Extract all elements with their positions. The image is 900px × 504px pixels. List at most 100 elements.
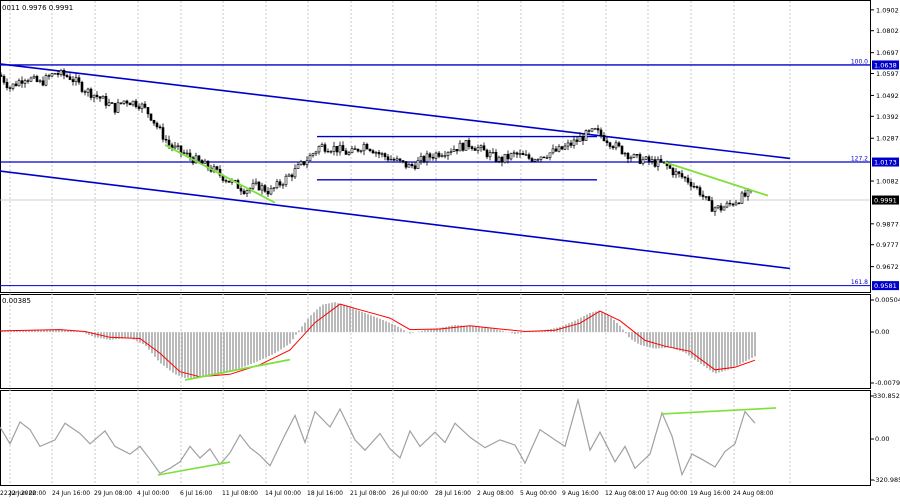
candle-body bbox=[461, 142, 465, 151]
candle-body bbox=[65, 75, 69, 77]
channel-upper-line[interactable] bbox=[0, 63, 791, 160]
candle-body bbox=[470, 146, 474, 149]
candle-body bbox=[581, 136, 585, 141]
candle-body bbox=[272, 187, 276, 189]
candle-body bbox=[314, 151, 318, 154]
candle-body bbox=[182, 152, 186, 154]
candle-body bbox=[347, 152, 351, 155]
candle-body bbox=[263, 185, 267, 192]
main-divergence-lines[interactable] bbox=[164, 144, 769, 204]
macd-tick-min: -0.00797 bbox=[875, 379, 900, 387]
price-tick-7: 1.0082 bbox=[876, 178, 899, 186]
candle-body bbox=[683, 176, 687, 179]
candle-body bbox=[77, 77, 81, 83]
candle-body bbox=[149, 113, 153, 121]
candle-body bbox=[203, 160, 207, 164]
candle-body bbox=[92, 94, 96, 98]
candle-body bbox=[641, 159, 645, 164]
candle-body bbox=[494, 151, 498, 162]
cci-tick-min: -320.985 bbox=[873, 476, 900, 484]
macd-divergence-line[interactable] bbox=[184, 358, 291, 381]
time-label-11: 28 Jul 16:00 bbox=[435, 490, 471, 497]
level-tag-bg-1 bbox=[872, 157, 899, 167]
candle-body bbox=[611, 146, 615, 149]
candle-body bbox=[617, 142, 621, 147]
candle-body bbox=[365, 143, 369, 150]
candle-body bbox=[551, 148, 555, 154]
macd-divergence-line-0[interactable] bbox=[184, 358, 291, 381]
candle-body bbox=[614, 142, 618, 149]
candle-body bbox=[128, 102, 132, 106]
descending-channel[interactable] bbox=[0, 63, 791, 270]
candle-body bbox=[359, 150, 363, 152]
candle-body bbox=[26, 80, 30, 82]
candle-body bbox=[503, 153, 507, 163]
candle-body bbox=[158, 126, 162, 129]
range-box[interactable] bbox=[317, 135, 597, 181]
price-divergence-line-1[interactable] bbox=[664, 161, 769, 197]
candle-body bbox=[707, 196, 711, 201]
candle-body bbox=[425, 153, 429, 162]
candle-body bbox=[338, 145, 342, 153]
candle-body bbox=[434, 152, 438, 159]
candle-body bbox=[377, 152, 381, 155]
time-label-4: 4 Jul 00:00 bbox=[137, 490, 169, 497]
candle-body bbox=[647, 156, 651, 162]
candle-body bbox=[35, 75, 39, 82]
current-price-tag-bg bbox=[872, 195, 899, 205]
candle-body bbox=[101, 96, 105, 99]
candle-body bbox=[737, 202, 741, 205]
candle-body bbox=[386, 156, 390, 161]
cci-path bbox=[0, 397, 756, 477]
candle-body bbox=[548, 152, 552, 158]
candle-body bbox=[482, 145, 486, 151]
candle-body bbox=[275, 181, 279, 189]
time-label-14: 9 Aug 16:00 bbox=[562, 490, 599, 497]
candle-body bbox=[734, 202, 738, 206]
candle-body bbox=[368, 148, 372, 151]
candle-body bbox=[374, 152, 378, 154]
candle-body bbox=[122, 100, 126, 104]
candle-body bbox=[437, 152, 441, 157]
candle-body bbox=[320, 144, 324, 147]
cci-divergence-line-0[interactable] bbox=[157, 461, 231, 476]
candle-body bbox=[662, 161, 666, 164]
candle-body bbox=[680, 173, 684, 178]
candle-body bbox=[593, 128, 597, 130]
candle-body bbox=[524, 154, 528, 156]
candle-body bbox=[587, 130, 591, 132]
candle-body bbox=[491, 151, 495, 154]
candle-body bbox=[86, 88, 90, 93]
price-divergence-line-0[interactable] bbox=[164, 144, 276, 204]
candle-body bbox=[716, 205, 720, 209]
candle-body bbox=[2, 76, 6, 83]
candle-body bbox=[728, 202, 732, 205]
cci-divergence-line-1[interactable] bbox=[661, 407, 777, 415]
candle-body bbox=[740, 192, 744, 204]
candle-body bbox=[578, 136, 582, 142]
channel-lower-line[interactable] bbox=[0, 170, 791, 270]
candle-body bbox=[173, 145, 177, 149]
cci-divergence-lines[interactable] bbox=[157, 407, 777, 476]
candle-body bbox=[50, 73, 54, 77]
candle-body bbox=[536, 159, 540, 161]
candle-body bbox=[698, 187, 702, 196]
candle-body bbox=[287, 174, 291, 177]
candle-body bbox=[350, 148, 354, 153]
candle-body bbox=[644, 156, 648, 160]
price-tick-8: 0.9877 bbox=[876, 220, 899, 228]
level-label-0: 100.0 bbox=[851, 58, 868, 65]
candle-body bbox=[638, 154, 642, 164]
candle-body bbox=[704, 196, 708, 198]
time-label-7: 14 Jul 00:00 bbox=[265, 490, 301, 497]
time-label-6: 11 Jul 08:00 bbox=[222, 490, 258, 497]
ohlc-header: 0011 0.9976 0.9991 bbox=[2, 4, 73, 12]
candle-body bbox=[626, 152, 630, 160]
candle-body bbox=[8, 87, 12, 89]
candle-body bbox=[689, 181, 693, 187]
candle-body bbox=[227, 180, 231, 183]
candle-body bbox=[563, 145, 567, 150]
time-label-9: 21 Jul 08:00 bbox=[350, 490, 386, 497]
